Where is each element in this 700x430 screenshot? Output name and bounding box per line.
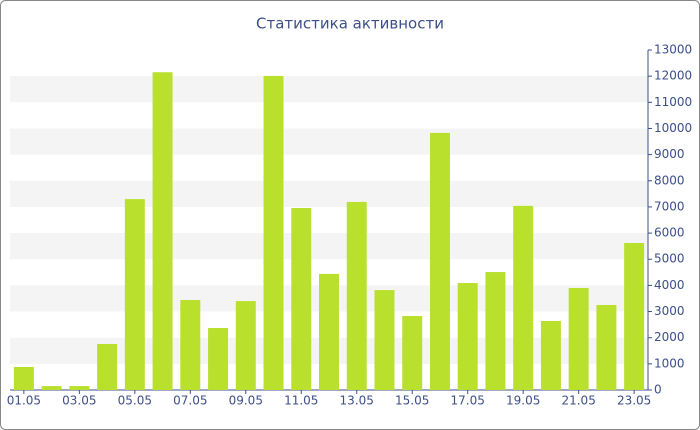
- bar: [13, 366, 34, 390]
- x-tick-label: 21.05: [561, 394, 595, 408]
- bar: [624, 243, 645, 390]
- y-tick-label: 6000: [654, 226, 685, 240]
- bar: [69, 386, 90, 390]
- x-tick-label: 15.05: [395, 394, 429, 408]
- y-tick-label: 3000: [654, 304, 685, 318]
- x-tick-label: 01.05: [7, 394, 41, 408]
- y-tick-label: 8000: [654, 173, 685, 187]
- bar: [540, 320, 561, 390]
- x-tick-label: 09.05: [229, 394, 263, 408]
- y-tick-label: 4000: [654, 278, 685, 292]
- y-tick-label: 5000: [654, 252, 685, 266]
- x-tick-label: 03.05: [62, 394, 96, 408]
- x-tick-label: 05.05: [118, 394, 152, 408]
- y-tick-label: 11000: [654, 95, 692, 109]
- bar: [152, 72, 173, 390]
- bar: [485, 272, 506, 390]
- grid-band: [10, 180, 648, 207]
- bar: [596, 305, 617, 390]
- y-tick-label: 1000: [654, 356, 685, 370]
- y-tick-label: 9000: [654, 147, 685, 161]
- grid-band: [10, 233, 648, 260]
- y-tick-label: 13000: [654, 43, 692, 57]
- y-tick-label: 10000: [654, 121, 692, 135]
- bar: [263, 75, 284, 391]
- bar: [319, 273, 339, 390]
- x-tick-label: 11.05: [284, 394, 318, 408]
- bar: [346, 201, 367, 390]
- x-tick-label: 13.05: [340, 394, 374, 408]
- y-tick-label: 0: [654, 383, 662, 397]
- bar: [208, 328, 229, 390]
- grid-band: [10, 76, 648, 103]
- y-tick-label: 2000: [654, 330, 685, 344]
- bar: [374, 290, 395, 390]
- chart-title: Статистика активности: [256, 15, 444, 33]
- bar: [513, 205, 534, 390]
- bar: [180, 300, 201, 390]
- bar: [124, 199, 145, 390]
- bar: [97, 343, 118, 390]
- y-tick-label: 7000: [654, 199, 685, 213]
- bar: [429, 132, 450, 390]
- x-tick-label: 07.05: [173, 394, 207, 408]
- x-tick-label: 17.05: [451, 394, 485, 408]
- x-tick-label: 19.05: [506, 394, 540, 408]
- bar: [235, 301, 256, 390]
- bar: [568, 288, 589, 390]
- bar: [291, 207, 312, 390]
- bar: [41, 386, 62, 390]
- grid-band: [10, 128, 648, 155]
- x-tick-label: 23.05: [617, 394, 651, 408]
- bar: [457, 283, 478, 390]
- y-tick-label: 12000: [654, 69, 692, 83]
- bar: [402, 315, 423, 390]
